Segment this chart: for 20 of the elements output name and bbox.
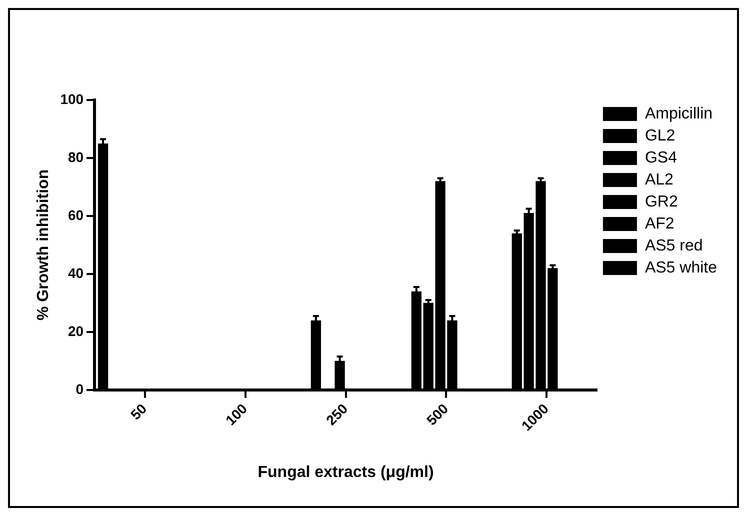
y-tick-label: 40 <box>68 264 84 281</box>
y-tick-label: 0 <box>76 380 84 397</box>
y-axis-title: % Growth inhibition <box>35 169 52 320</box>
legend-label: AS5 red <box>644 237 703 254</box>
legend-label: GL2 <box>644 127 676 144</box>
x-tick-label: 500 <box>423 400 452 428</box>
legend-label: AF2 <box>644 215 674 232</box>
y-tick-label: 100 <box>60 90 84 107</box>
y-tick-label: 80 <box>68 148 84 165</box>
y-tick-label: 60 <box>68 206 84 223</box>
x-tick-label: 50 <box>127 400 150 423</box>
legend-label: Ampicillin <box>644 105 713 122</box>
x-axis-title: Fungal extracts (μg/ml) <box>258 464 434 481</box>
x-tick-label: 250 <box>322 400 351 428</box>
y-tick-label: 20 <box>68 322 84 339</box>
legend-label: GR2 <box>644 193 678 210</box>
legend-label: AL2 <box>644 171 674 188</box>
legend-label: GS4 <box>644 149 678 166</box>
legend-label: AS5 white <box>644 259 718 276</box>
x-tick-label: 100 <box>222 400 250 428</box>
